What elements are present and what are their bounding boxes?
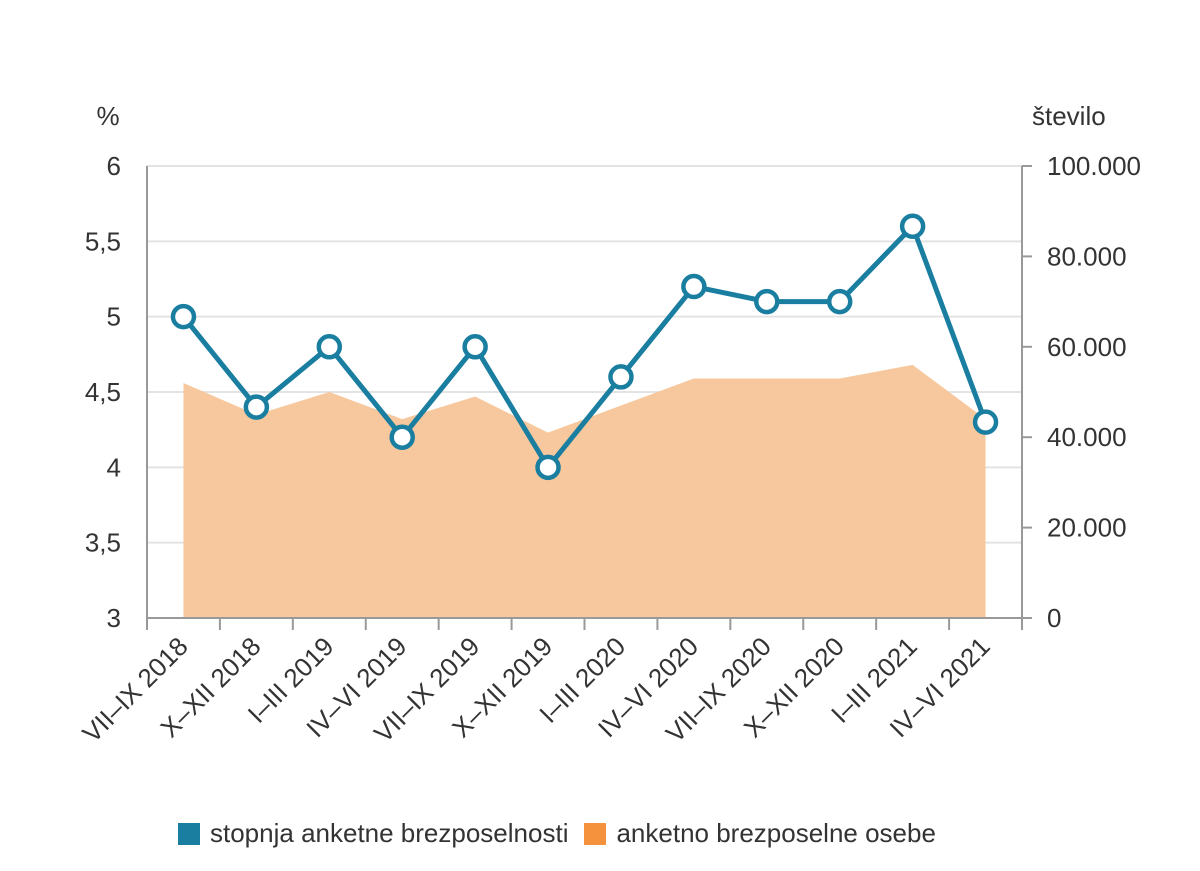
line-point — [535, 454, 561, 481]
axes — [146, 165, 1032, 630]
line-point — [972, 409, 999, 435]
line-point — [170, 303, 197, 330]
y-right-tick-label: 80.000 — [1047, 241, 1127, 271]
y-right-tick-label: 0 — [1047, 603, 1061, 633]
legend-label-persons: anketno brezposelne osebe — [616, 818, 936, 848]
area-persons — [183, 364, 986, 618]
line-point — [681, 273, 707, 300]
legend-swatch-persons — [584, 822, 607, 845]
line-rate — [181, 223, 988, 470]
line-point — [389, 424, 415, 450]
y-right-unit-label: število — [1032, 101, 1106, 131]
legend-item-rate[interactable]: stopnja anketne brezposelnosti — [178, 818, 568, 849]
line-point — [243, 394, 270, 420]
area-series — [183, 364, 986, 618]
y-left-tick-label: 6 — [107, 151, 121, 181]
line-point — [462, 334, 488, 360]
line-point — [316, 334, 343, 360]
legend: stopnja anketne brezposelnosti anketno b… — [178, 818, 952, 849]
y-left-tick-label: 3,5 — [85, 528, 121, 558]
legend-item-persons[interactable]: anketno brezposelne osebe — [584, 818, 936, 849]
y-left-tick-label: 4,5 — [85, 377, 121, 407]
line-point — [754, 288, 780, 315]
y-right-tick-label: 100.000 — [1047, 151, 1141, 181]
line-point — [608, 364, 634, 390]
y-left-unit-label: % — [96, 101, 119, 131]
y-left-tick-label: 5 — [107, 302, 121, 332]
legend-swatch-rate — [178, 822, 200, 845]
y-right-tick-label: 20.000 — [1047, 513, 1127, 543]
line-point — [899, 213, 926, 240]
legend-label-rate: stopnja anketne brezposelnosti — [210, 818, 569, 848]
y-right-tick-label: 40.000 — [1047, 422, 1127, 452]
y-left-tick-label: 5,5 — [85, 226, 121, 256]
y-right-tick-label: 60.000 — [1047, 332, 1127, 362]
line-series — [170, 213, 999, 481]
y-left-tick-label: 4 — [107, 452, 121, 482]
chart: % število 3 3,5 4 4,5 5 5,5 6 0 20.000 40.000 60.0… — [76, 101, 1141, 748]
line-point — [826, 288, 853, 315]
y-left-tick-label: 3 — [107, 603, 121, 633]
